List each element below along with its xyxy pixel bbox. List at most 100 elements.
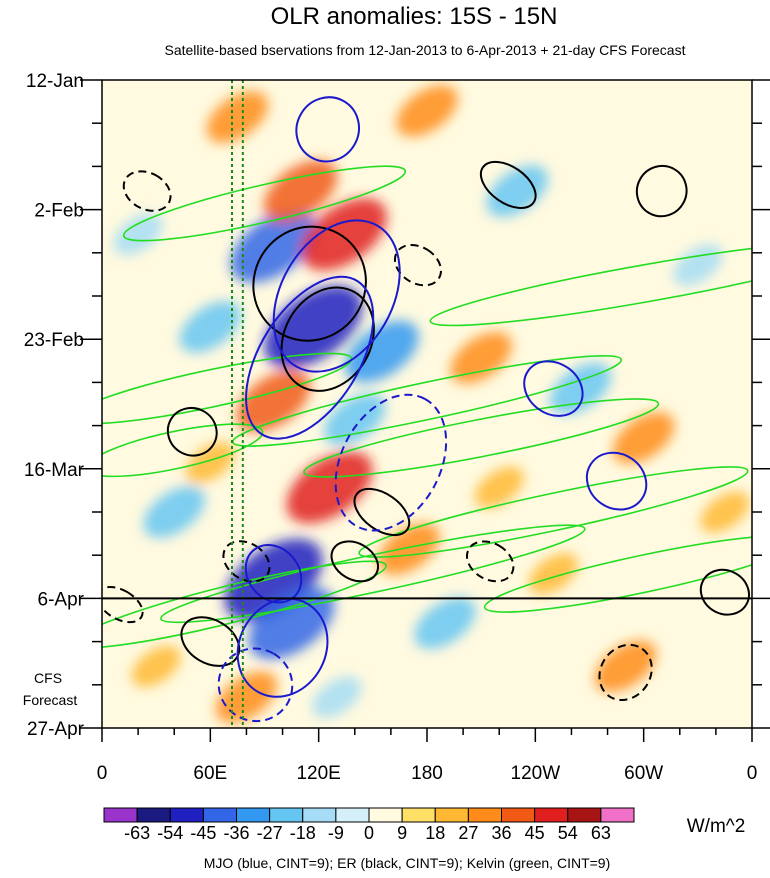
kelvin-contour: [358, 466, 749, 558]
colorbar: -63 -54 -45 -36 -27 -18 -9 0 9 18 27 36 45 54 63: [103, 807, 635, 843]
kelvin-contour: [303, 398, 660, 478]
anomaly-blob: [312, 676, 362, 718]
er-contour: [102, 585, 144, 624]
anomaly-blob: [414, 597, 476, 649]
colorbar-swatch: [236, 807, 271, 823]
mjo-contour: [334, 393, 448, 532]
anomaly-blob: [345, 320, 419, 383]
colorbar-label: 27: [458, 823, 478, 843]
mjo-reference-lines: [231, 80, 244, 728]
er-contour: [699, 568, 750, 616]
y-tick-label: 12-Jan: [26, 71, 84, 92]
colorbar-label: 36: [491, 823, 511, 843]
chart-subtitle: Satellite-based bservations from 12-Jan-…: [165, 42, 686, 58]
colorbar-label: -27: [257, 823, 283, 843]
mjo-contour: [272, 219, 401, 373]
mjo-contour: [236, 597, 329, 698]
anomaly-blob: [378, 523, 440, 575]
mjo-contour: [244, 544, 303, 604]
anomaly-blob: [301, 198, 387, 271]
anomaly-blob: [206, 91, 269, 143]
er-contour: [598, 643, 653, 702]
mjo-contour: [217, 647, 294, 723]
anomaly-blob: [113, 213, 163, 255]
y-tick-label: 6-Apr: [38, 589, 85, 610]
kelvin-contour: [102, 423, 264, 478]
colorbar-swatch: [169, 807, 204, 823]
colorbar-label: 0: [364, 823, 374, 843]
y-axis: 12-Jan 2-Feb 23-Feb 16-Mar 6-Apr 27-Apr: [24, 71, 770, 740]
anomaly-blob: [264, 285, 363, 369]
er-contour: [222, 540, 271, 583]
er-contour: [280, 286, 375, 392]
colorbar-label: 63: [591, 823, 611, 843]
plot-area: [102, 80, 752, 728]
anomaly-blob: [528, 553, 578, 595]
y-tick-label: 23-Feb: [24, 330, 84, 351]
anomaly-blob: [450, 331, 512, 384]
forecast-label-line1: CFS: [34, 670, 62, 686]
colorbar-swatch: [103, 807, 138, 823]
colorbar-units: W/m^2: [687, 816, 746, 837]
chart-title: OLR anomalies: 15S - 15N: [271, 3, 558, 30]
x-tick-label: 0: [97, 763, 108, 784]
anomaly-blob: [179, 301, 242, 353]
colorbar-label: 9: [397, 823, 407, 843]
kelvin-contour: [483, 534, 752, 613]
er-contour: [330, 540, 379, 583]
colorbar-label: -9: [328, 823, 344, 843]
er-contour: [122, 170, 172, 212]
colorbar-swatch: [269, 807, 304, 823]
anomaly-blob: [131, 645, 181, 687]
anomaly-blob: [474, 466, 524, 508]
colorbar-swatch: [335, 807, 370, 823]
kelvin-contour: [429, 241, 752, 327]
er-contour: [166, 406, 218, 457]
y-tick-label: 27-Apr: [27, 719, 85, 740]
kelvin-contour: [160, 524, 586, 624]
colorbar-swatch: [434, 807, 469, 823]
colorbar-swatch: [534, 807, 569, 823]
colorbar-label: 18: [425, 823, 445, 843]
colorbar-swatch: [501, 807, 536, 823]
colorbar-swatch: [401, 807, 436, 823]
anomaly-blob: [612, 412, 675, 464]
x-tick-label: 60W: [624, 763, 663, 784]
forecast-label: CFS Forecast: [23, 670, 78, 708]
er-contour: [635, 164, 688, 218]
colorbar-swatch: [467, 807, 502, 823]
colorbar-label: -45: [190, 823, 216, 843]
colorbar-swatch: [302, 807, 337, 823]
colorbar-label: 45: [525, 823, 545, 843]
colorbar-label: -36: [223, 823, 249, 843]
colorbar-label: -54: [157, 823, 183, 843]
colorbar-swatch: [567, 807, 602, 823]
anomaly-blob: [263, 160, 338, 222]
colorbar-label: -18: [290, 823, 316, 843]
mjo-contour: [585, 451, 648, 511]
er-contour: [393, 244, 442, 287]
colorbar-swatch: [600, 807, 635, 823]
anomaly-blob: [143, 486, 205, 538]
x-tick-label: 120E: [296, 763, 340, 784]
forecast-label-line2: Forecast: [23, 692, 78, 708]
anomaly-blob: [396, 85, 458, 137]
anomaly-blob: [286, 451, 373, 524]
x-axis: 0 60E 120E 180 120W 60W 0: [97, 728, 758, 784]
kelvin-contour: [102, 352, 353, 425]
mjo-contour: [295, 96, 360, 163]
colorbar-swatch: [202, 807, 237, 823]
er-contour: [353, 487, 411, 537]
colorbar-swatch: [368, 807, 403, 823]
er-contour: [465, 540, 515, 583]
contour-legend-note: MJO (blue, CINT=9); ER (black, CINT=9); …: [204, 855, 611, 871]
colorbar-label: -63: [124, 823, 150, 843]
y-tick-label: 2-Feb: [34, 201, 84, 222]
colorbar-label: 54: [558, 823, 578, 843]
kelvin-contour: [122, 165, 407, 242]
er-contour: [252, 225, 367, 342]
anomaly-blob: [700, 491, 750, 533]
colorbar-swatch: [136, 807, 171, 823]
x-tick-label: 0: [747, 763, 758, 784]
anomaly-blob: [324, 393, 386, 446]
